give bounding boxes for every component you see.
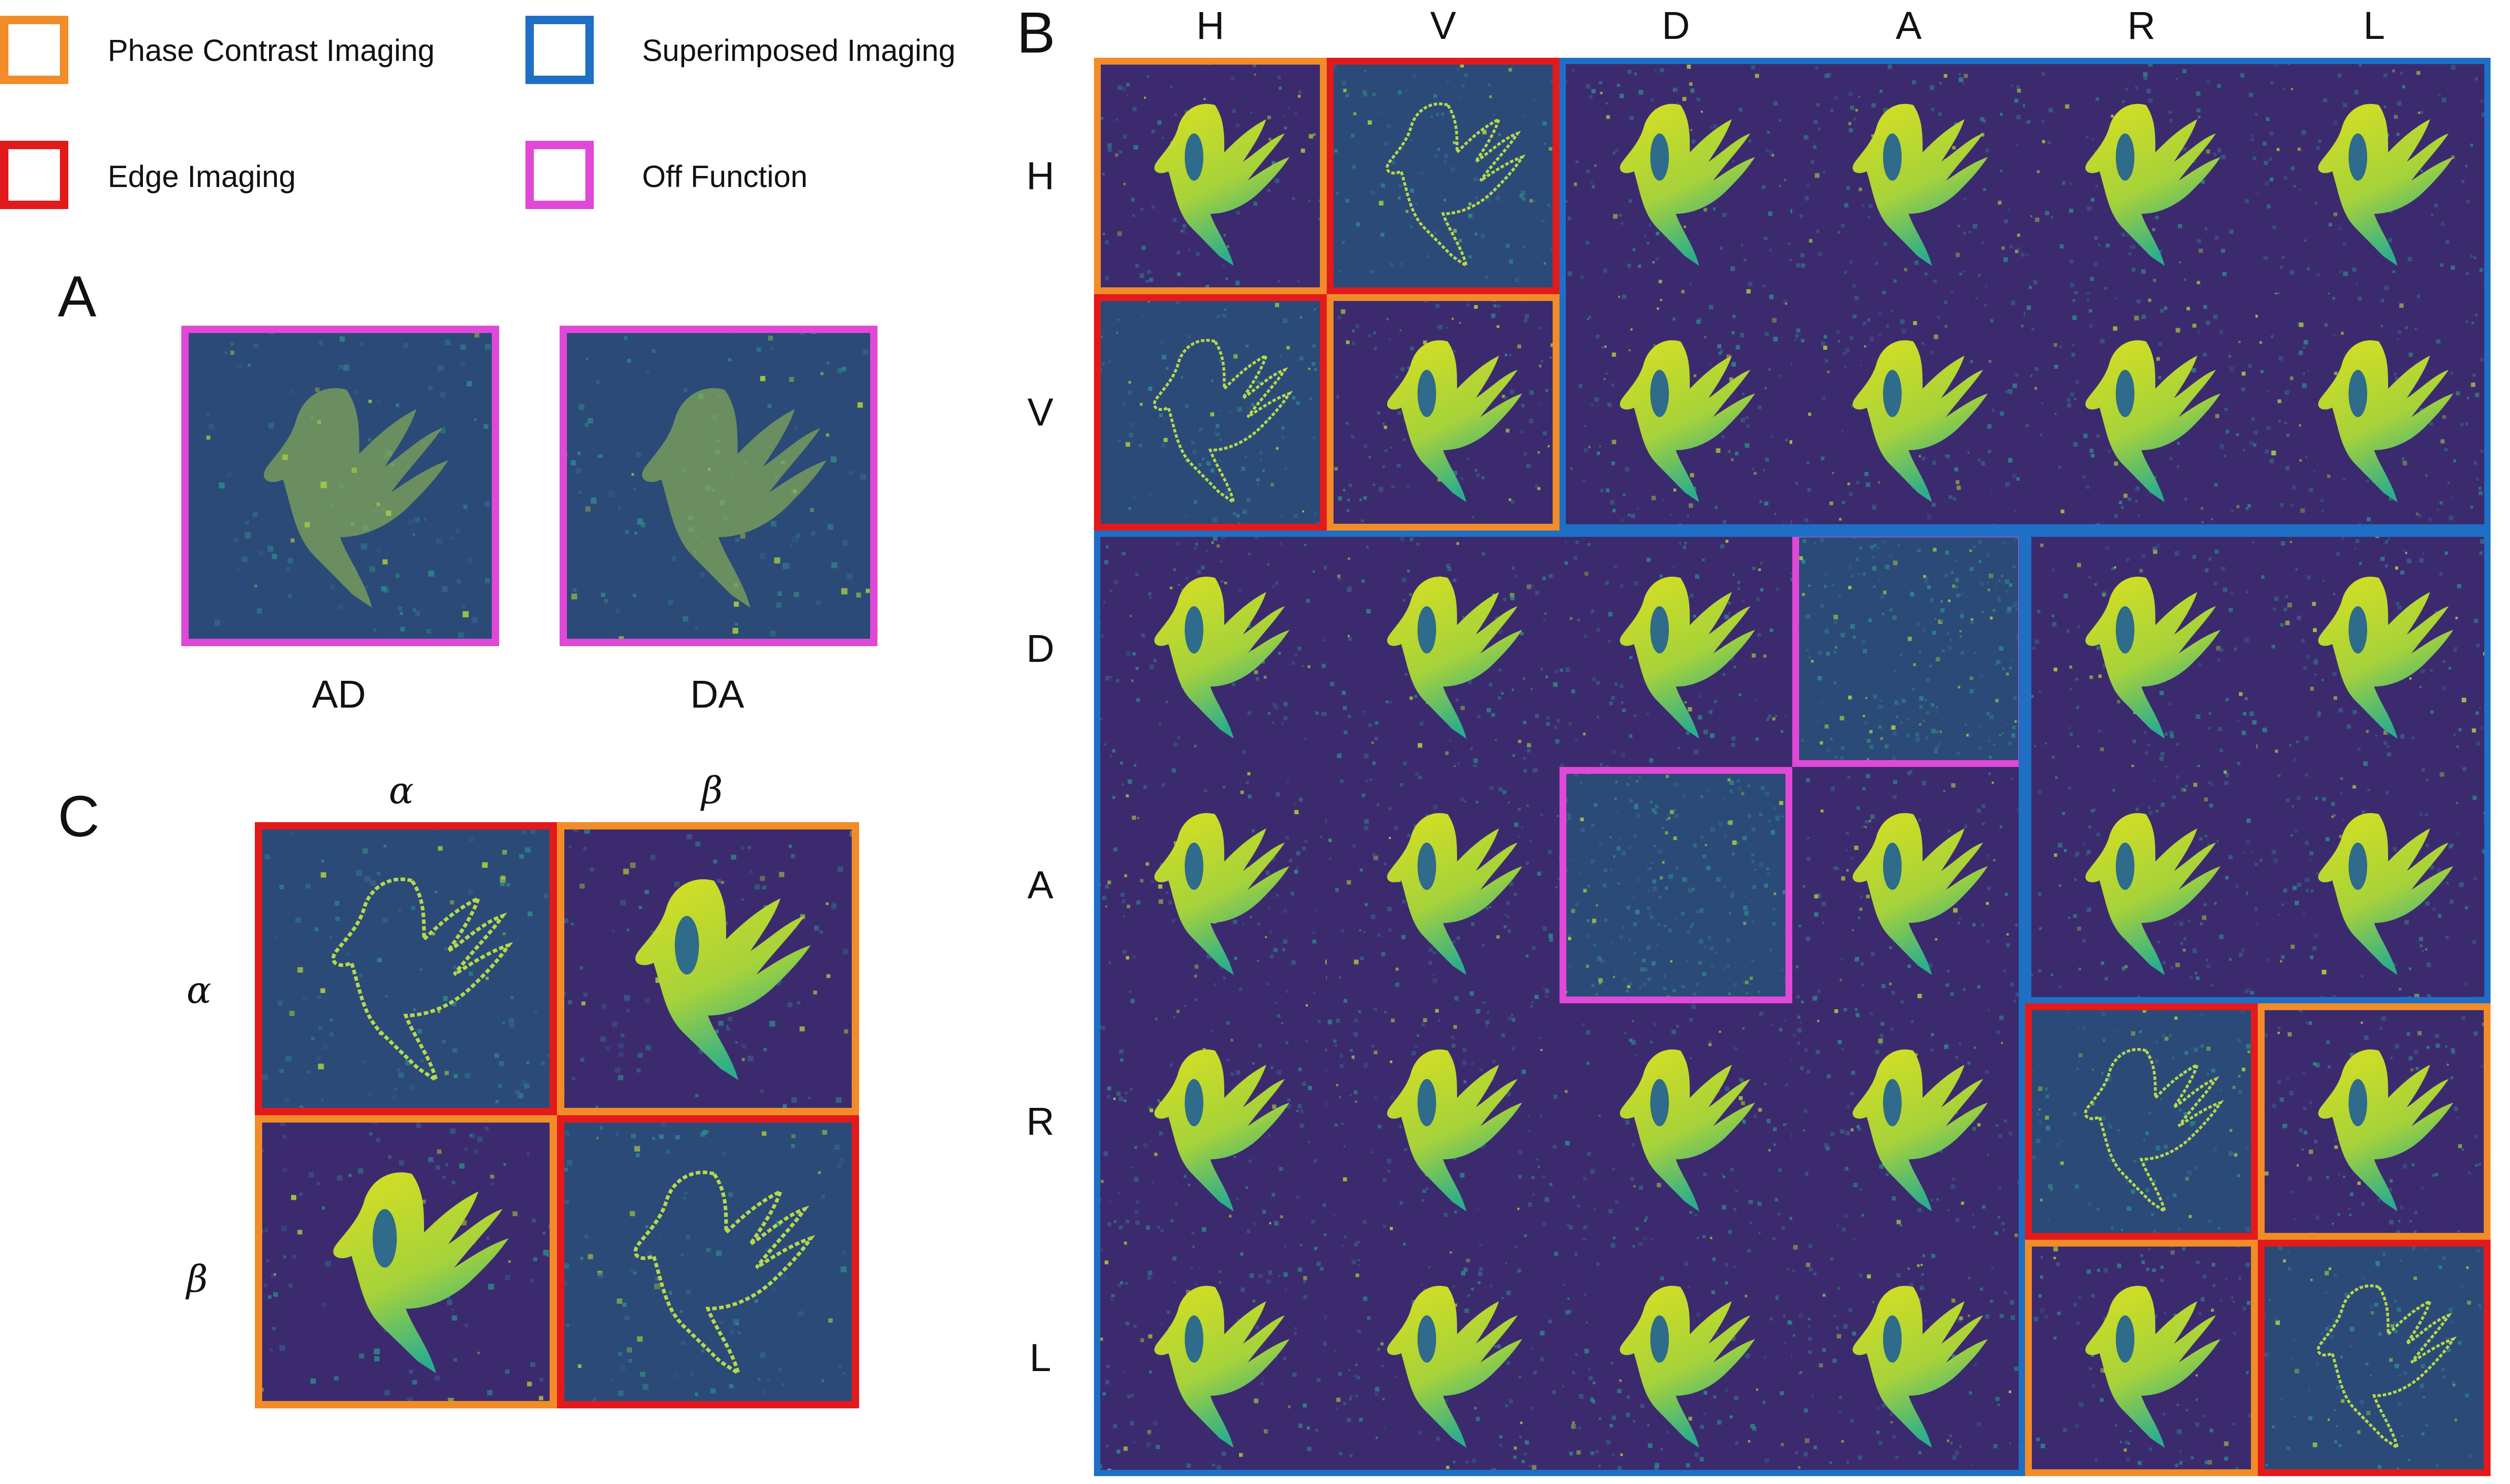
panel-c-cell-0-1 xyxy=(557,822,859,1115)
panel-b-cell-5-1 xyxy=(1327,1240,1559,1476)
legend-label-superimposed: Superimposed Imaging xyxy=(642,34,956,68)
panel-b-cell-5-5 xyxy=(2258,1240,2491,1476)
legend-swatch-superimposed xyxy=(525,16,594,84)
panel-b-col-label-r: R xyxy=(2127,4,2156,47)
panel-b-cell-4-1 xyxy=(1327,1003,1559,1240)
panel-b-cell-0-3 xyxy=(1792,58,2025,294)
panel-b-cell-4-5 xyxy=(2258,1003,2491,1240)
panel-b-cell-1-5 xyxy=(2258,294,2491,531)
legend-swatch-phase xyxy=(0,16,68,84)
panel-b-cell-0-1 xyxy=(1327,58,1559,294)
panel-a-letter: A xyxy=(58,264,97,329)
panel-b-cell-5-2 xyxy=(1559,1240,1792,1476)
panel-a-label-ad: AD xyxy=(312,672,366,716)
panel-b-cell-1-4 xyxy=(2025,294,2258,531)
panel-b-cell-3-2 xyxy=(1559,767,1792,1003)
panel-a-image-ad xyxy=(181,326,499,646)
panel-b-cell-0-2 xyxy=(1559,58,1792,294)
panel-b-row-label-r: R xyxy=(1026,1099,1055,1143)
panel-a-label-da: DA xyxy=(690,672,745,716)
panel-b-cell-4-0 xyxy=(1094,1003,1327,1240)
legend-label-edge: Edge Imaging xyxy=(108,160,296,194)
panel-b-col-label-v: V xyxy=(1430,4,1457,47)
panel-b-row-label-h: H xyxy=(1026,154,1055,198)
panel-b-row-label-a: A xyxy=(1027,863,1053,907)
panel-b-cell-1-0 xyxy=(1094,294,1327,531)
legend-label-off: Off Function xyxy=(642,160,808,194)
panel-c-cell-1-1 xyxy=(557,1115,859,1408)
panel-b-cell-0-5 xyxy=(2258,58,2491,294)
panel-b-cell-4-3 xyxy=(1792,1003,2025,1240)
panel-b-col-label-h: H xyxy=(1196,4,1225,47)
panel-b-cell-2-5 xyxy=(2258,531,2491,767)
panel-b-cell-2-2 xyxy=(1559,531,1792,767)
panel-b-cell-4-4 xyxy=(2025,1003,2258,1240)
panel-b-col-label-d: D xyxy=(1661,4,1690,47)
panel-c-col-label-beta: β xyxy=(701,769,723,812)
legend-swatch-edge xyxy=(0,141,68,209)
panel-b-cell-5-0 xyxy=(1094,1240,1327,1476)
panel-c-row-label-beta: β xyxy=(187,1258,208,1301)
panel-b-cell-0-4 xyxy=(2025,58,2258,294)
legend-label-phase: Phase Contrast Imaging xyxy=(108,34,435,68)
panel-b-cell-2-3 xyxy=(1792,531,2025,767)
panel-b-cell-3-0 xyxy=(1094,767,1327,1003)
panel-c-col-label-alpha: α xyxy=(389,769,414,812)
panel-b-cell-5-3 xyxy=(1792,1240,2025,1476)
panel-b-row-label-l: L xyxy=(1029,1336,1051,1379)
panel-b-cell-3-3 xyxy=(1792,767,2025,1003)
panel-b-cell-5-4 xyxy=(2025,1240,2258,1476)
panel-c-cell-0-0 xyxy=(255,822,557,1115)
panel-b-cell-4-2 xyxy=(1559,1003,1792,1240)
panel-c-row-label-alpha: α xyxy=(187,969,212,1012)
panel-b-col-label-l: L xyxy=(2363,4,2385,47)
panel-b-row-label-d: D xyxy=(1026,627,1055,670)
panel-b-cell-0-0 xyxy=(1094,58,1327,294)
panel-b-cell-2-0 xyxy=(1094,531,1327,767)
panel-b-cell-3-4 xyxy=(2025,767,2258,1003)
panel-b-letter: B xyxy=(1017,1,1056,65)
panel-b-cell-1-1 xyxy=(1327,294,1559,531)
panel-b-cell-2-4 xyxy=(2025,531,2258,767)
panel-b-row-label-v: V xyxy=(1027,390,1053,434)
panel-b-cell-1-2 xyxy=(1559,294,1792,531)
panel-b-cell-2-1 xyxy=(1327,531,1559,767)
panel-b-cell-3-5 xyxy=(2258,767,2491,1003)
panel-b-cell-1-3 xyxy=(1792,294,2025,531)
panel-c-letter: C xyxy=(58,784,100,849)
panel-b-cell-3-1 xyxy=(1327,767,1559,1003)
legend-swatch-off xyxy=(525,141,594,209)
panel-a-image-da xyxy=(560,326,877,646)
panel-c-cell-1-0 xyxy=(255,1115,557,1408)
panel-b-col-label-a: A xyxy=(1895,4,1922,47)
